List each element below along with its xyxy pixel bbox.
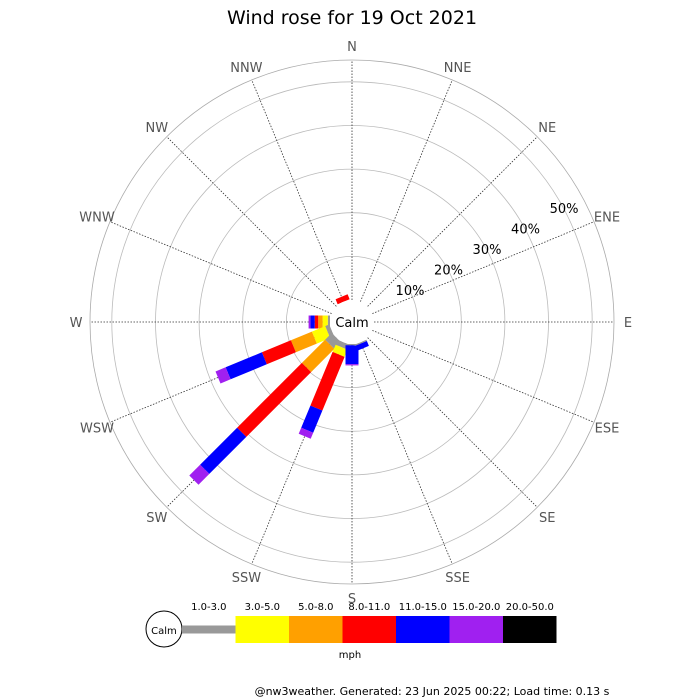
radial-tick-4: 40% [511, 223, 540, 238]
spoke-ne [367, 136, 538, 307]
bar-w-15.0-20.0 [308, 315, 311, 329]
legend-swatch-8.0-11.0 [342, 616, 396, 643]
spoke-ene [372, 221, 595, 314]
radial-tick-1: 10% [396, 284, 425, 299]
direction-label-w: W [70, 316, 83, 331]
bar-sw-11.0-15.0 [200, 427, 247, 474]
legend-label-5.0-8.0: 5.0-8.0 [298, 602, 333, 613]
direction-label-wnw: WNW [79, 210, 115, 225]
footer-text: @nw3weather. Generated: 23 Jun 2025 00:2… [255, 685, 610, 698]
direction-label-wsw: WSW [80, 422, 114, 437]
spoke-nne [360, 79, 453, 302]
direction-label-ssw: SSW [232, 571, 262, 586]
direction-label-s: S [348, 592, 356, 607]
spoke-ese [372, 330, 595, 423]
spoke-se [367, 337, 538, 508]
direction-label-ene: ENE [594, 210, 620, 225]
bar-wsw-15.0-20.0 [215, 367, 231, 384]
wind-bars [189, 294, 369, 485]
radial-tick-3: 30% [473, 243, 502, 258]
calm-circle [330, 300, 374, 344]
legend-swatch-5.0-8.0 [289, 616, 343, 643]
legend-unit: mph [339, 650, 361, 661]
bar-wsw-8.0-11.0 [261, 340, 296, 365]
legend-label-15.0-20.0: 15.0-20.0 [452, 602, 500, 613]
direction-label-sse: SSE [445, 571, 470, 586]
legend-swatch-15.0-20.0 [449, 616, 503, 643]
direction-label-se: SE [539, 511, 555, 526]
bar-w-3.0-5.0 [322, 315, 328, 329]
direction-label-nne: NNE [444, 61, 472, 76]
direction-labels: N NNE NE ENE E ESE SE SSE S SSW SW WSW W WNW NW NNW [70, 40, 633, 607]
legend-calm-label: Calm [151, 626, 177, 637]
bar-ssw-3.0-5.0 [332, 344, 348, 357]
calm-circle-group: Calm [330, 300, 374, 344]
grid-outer-ring [89, 59, 615, 585]
spoke-nw [166, 136, 337, 307]
radial-tick-labels: 10% 20% 30% 40% 50% [396, 202, 579, 299]
legend-label-8.0-11.0: 8.0-11.0 [348, 602, 390, 613]
grid-ring [198, 168, 506, 476]
direction-label-nw: NW [146, 121, 169, 136]
calm-label: Calm [335, 316, 368, 331]
spoke-sse [360, 342, 453, 565]
bar-ssw-8.0-11.0 [310, 351, 345, 411]
legend-label-1.0-3.0: 1.0-3.0 [191, 602, 226, 613]
bar-sse-1.0-3.0 [354, 339, 367, 346]
legend-swatch-1.0-3.0 [182, 625, 236, 634]
direction-label-ne: NE [538, 121, 556, 136]
legend-label-20.0-50.0: 20.0-50.0 [506, 602, 554, 613]
direction-label-nnw: NNW [230, 61, 262, 76]
radial-tick-2: 20% [434, 264, 463, 279]
bar-wsw-11.0-15.0 [225, 352, 267, 380]
bar-s-15.0-20.0 [345, 364, 359, 366]
bar-sse-11.0-15.0 [354, 341, 369, 351]
grid-ring [285, 255, 418, 388]
bar-wsw-3.0-5.0 [311, 326, 331, 344]
speed-legend: Calm 1.0-3.0 3.0-5.0 5.0-8.0 8.0-11.0 11.0-1… [145, 602, 557, 661]
bar-sw-8.0-11.0 [237, 362, 312, 437]
legend-label-11.0-15.0: 11.0-15.0 [399, 602, 447, 613]
direction-label-n: N [347, 40, 357, 55]
spoke-wnw [109, 221, 332, 314]
bar-w-8.0-11.0 [314, 315, 319, 329]
bar-sw-15.0-20.0 [189, 464, 210, 485]
bar-w-11.0-15.0 [310, 315, 315, 329]
legend-label-3.0-5.0: 3.0-5.0 [245, 602, 280, 613]
direction-label-ese: ESE [595, 422, 620, 437]
grid-ring [111, 81, 593, 563]
bar-w-5.0-8.0 [318, 315, 323, 329]
bar-wsw-5.0-8.0 [290, 331, 317, 353]
direction-label-e: E [624, 316, 632, 331]
legend-swatch-11.0-15.0 [396, 616, 450, 643]
bar-s-11.0-15.0 [345, 345, 359, 365]
spoke-nnw [251, 79, 344, 302]
legend-swatch-3.0-5.0 [235, 616, 289, 643]
legend-swatch-20.0-50.0 [503, 616, 557, 643]
bar-sw-5.0-8.0 [301, 339, 335, 373]
bar-nnw-8.0-11.0 [335, 294, 350, 305]
chart-title: Wind rose for 19 Oct 2021 [227, 7, 477, 29]
bar-ssw-15.0-20.0 [298, 427, 314, 439]
bar-ssw-11.0-15.0 [301, 405, 323, 433]
direction-label-sw: SW [146, 511, 167, 526]
radial-tick-5: 50% [550, 202, 579, 217]
